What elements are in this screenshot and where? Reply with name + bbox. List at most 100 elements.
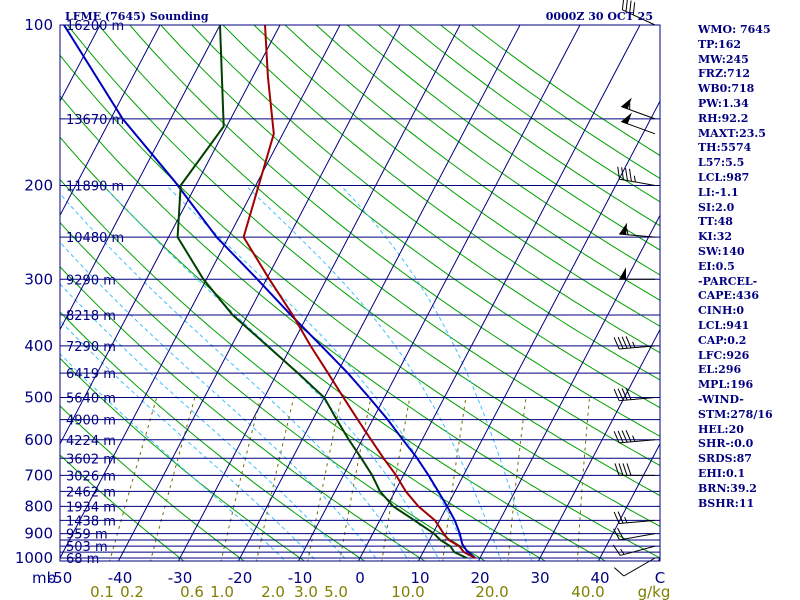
mixing-ratio-line xyxy=(220,397,262,561)
temperature-tick-label: -40 xyxy=(108,569,133,587)
background-lines xyxy=(0,25,660,569)
height-label: 5640 m xyxy=(66,392,116,407)
mixing-ratio-line xyxy=(150,397,196,561)
mixing-ratio-line xyxy=(381,397,411,561)
index-item: PW:1.34 xyxy=(698,96,749,110)
isotherm xyxy=(357,25,641,561)
height-label: 68 m xyxy=(66,552,99,567)
dry-adiabat xyxy=(60,405,245,561)
dry-adiabat xyxy=(346,25,660,251)
index-item: CINH:0 xyxy=(698,304,745,318)
dry-adiabat xyxy=(98,25,660,467)
temperature-tick-label: -20 xyxy=(228,569,253,587)
index-item: SRDS:87 xyxy=(698,452,752,466)
index-item: MAXT:23.5 xyxy=(698,126,766,140)
index-item: SHR-:0.0 xyxy=(698,437,754,451)
dry-adiabat xyxy=(60,136,607,561)
isotherm xyxy=(597,442,660,561)
isotherm xyxy=(417,100,660,561)
pressure-tick-label: 500 xyxy=(24,389,53,407)
height-label: 16200 m xyxy=(66,19,124,34)
pressure-tick-label: 400 xyxy=(24,337,53,355)
index-item: SI:2.0 xyxy=(698,200,735,214)
pressure-tick-label: 200 xyxy=(24,176,53,194)
temperature-tick-label: -50 xyxy=(48,569,73,587)
moist-adiabat xyxy=(60,241,379,561)
height-label: 1934 m xyxy=(66,500,116,515)
dry-adiabat xyxy=(60,54,660,527)
chart-title: LFME (7645) Sounding xyxy=(65,10,209,23)
mixing-ratio-line xyxy=(576,397,590,561)
dry-adiabat xyxy=(60,95,660,559)
height-label: 2462 m xyxy=(66,485,116,500)
indices-panel: WMO: 7645 TP:162 MW:245 FRZ:712 WB0:718 PW:1.… xyxy=(698,23,798,511)
index-item: EHI:0.1 xyxy=(698,466,746,480)
height-label: 4900 m xyxy=(66,414,116,429)
dry-adiabat xyxy=(222,25,660,354)
index-item: LFC:926 xyxy=(698,348,750,362)
height-label: 503 m xyxy=(66,540,108,555)
dry-adiabat xyxy=(60,178,547,561)
wind-barb xyxy=(613,430,656,444)
dry-adiabat xyxy=(191,25,660,381)
height-label: 6419 m xyxy=(66,367,116,382)
index-item: -WIND- xyxy=(698,392,744,406)
mixing-ratio-label: 20.0 xyxy=(475,583,508,600)
isotherm xyxy=(0,25,40,569)
isotherm xyxy=(477,214,660,561)
pressure-tick-label: 600 xyxy=(24,431,53,449)
mixing-ratio-label: 5.0 xyxy=(324,583,348,600)
dry-adiabat xyxy=(60,221,486,561)
isotherm xyxy=(60,25,341,560)
index-item: HEL:20 xyxy=(698,422,744,436)
height-label: 8218 m xyxy=(66,309,116,324)
mixing-ratio-label: g/kg xyxy=(638,583,671,600)
index-item: EI:0.5 xyxy=(698,259,735,273)
mixing-ratio-line xyxy=(339,397,372,561)
isotherm xyxy=(60,25,161,217)
index-item: TH:5574 xyxy=(698,141,752,155)
mixing-ratio-line xyxy=(307,397,342,561)
index-item: BRN:39.2 xyxy=(698,481,757,495)
wind-barbs xyxy=(612,0,656,577)
chart-time: 0000Z 30 OCT 25 xyxy=(546,10,653,23)
temperature-tick-label: -30 xyxy=(168,569,193,587)
wind-barb xyxy=(621,112,656,135)
index-item: BSHR:11 xyxy=(698,496,755,510)
height-label: 9290 m xyxy=(66,273,116,288)
mixing-ratio-line xyxy=(256,397,295,561)
mixing-ratio-label: 0.6 xyxy=(180,583,204,600)
mixing-ratio-label: 40.0 xyxy=(571,583,604,600)
dewpoint-trace xyxy=(176,25,468,559)
moist-adiabat xyxy=(60,283,348,561)
dry-adiabat xyxy=(160,25,660,409)
isotherm xyxy=(177,25,461,561)
wind-barb xyxy=(613,511,656,525)
isotherm xyxy=(117,25,401,561)
temperature-tick-label: 40 xyxy=(590,569,609,587)
dry-adiabat xyxy=(284,25,660,301)
profiles xyxy=(63,25,476,559)
mixing-ratio-label: 3.0 xyxy=(294,583,318,600)
index-item: SW:140 xyxy=(698,244,745,258)
wind-barb xyxy=(613,527,656,541)
index-item: CAPE:436 xyxy=(698,289,759,303)
dry-adiabat xyxy=(253,25,660,327)
index-item: LI:-1.1 xyxy=(698,185,739,199)
pressure-tick-label: 800 xyxy=(24,497,53,515)
isotherm xyxy=(237,25,521,561)
index-item: MPL:196 xyxy=(698,378,754,392)
plot-frame xyxy=(59,24,661,562)
index-item: MW:245 xyxy=(698,52,749,66)
dry-adiabat xyxy=(315,25,660,276)
mixing-ratio-label: 10.0 xyxy=(391,583,424,600)
pressure-tick-label: 900 xyxy=(24,525,53,543)
mixing-ratio-line xyxy=(109,397,158,561)
index-item: EL:296 xyxy=(698,363,742,377)
wind-barb xyxy=(619,222,656,238)
wind-barb xyxy=(614,463,655,476)
wind-barb xyxy=(613,336,656,350)
parcel-trace xyxy=(63,25,476,559)
pressure-tick-label: 300 xyxy=(24,270,53,288)
